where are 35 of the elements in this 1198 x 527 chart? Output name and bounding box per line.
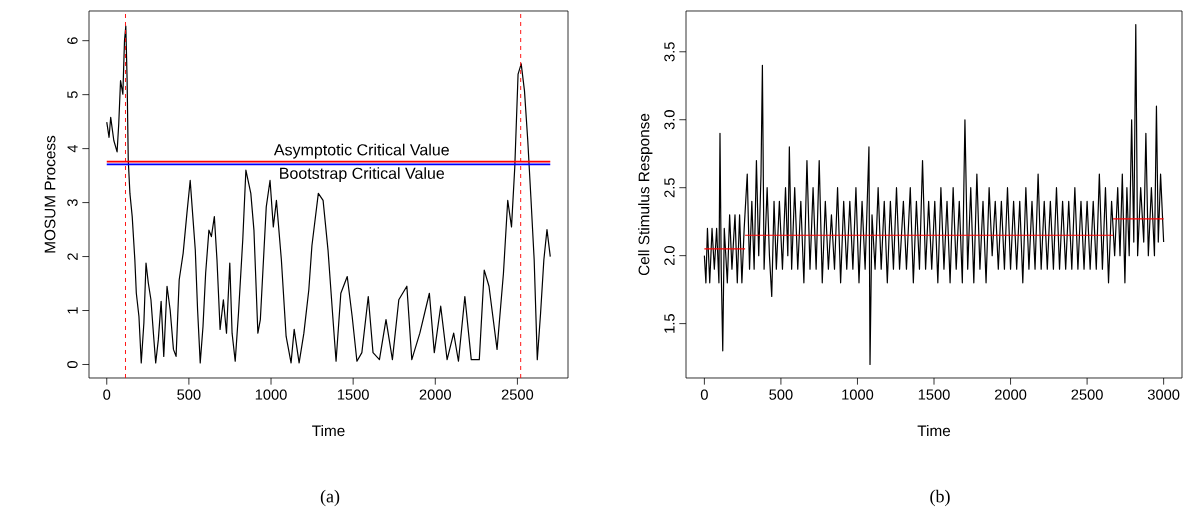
x-tick-label: 2000 [419,389,451,400]
y-tick-label: 4 [67,144,78,153]
y-tick-label: 2.5 [664,178,675,198]
line-series [703,23,1165,365]
ref-line-label: Asymptotic Critical Value [273,143,449,159]
y-tick-label: 3.0 [664,110,675,130]
y-tick-label: 3.5 [664,42,675,62]
x-tick-label: 0 [700,389,708,400]
y-tick-label: 3 [67,199,78,207]
y-axis-title: Cell Stimulus Response [638,113,653,276]
x-tick-label: 1000 [255,389,287,400]
x-tick-label: 1000 [842,389,874,400]
x-tick-label: 2500 [1071,389,1103,400]
text: (b) [930,489,950,507]
y-tick-label: 2 [67,253,78,260]
x-tick-label: 3000 [1147,389,1180,400]
x-axis-title: Time [312,424,345,437]
ref-line-label: Bootstrap Critical Value [280,167,445,183]
x-tick-label: 500 [177,389,201,400]
x-tick-label: 0 [103,389,111,400]
x-tick-label: 500 [769,389,793,400]
y-tick-label: 6 [67,37,78,45]
y-tick-label: 1 [67,307,78,314]
y-tick-label: 1.5 [664,314,675,333]
y-tick-label: 5 [67,91,78,99]
x-tick-label: 2000 [994,389,1027,400]
x-tick-label: 1500 [918,389,950,400]
y-tick-label: 2.0 [664,246,675,266]
y-tick-label: 0 [67,361,78,369]
x-tick-label: 2500 [501,389,534,400]
text: (a) [320,489,340,507]
x-axis-title: Time [917,424,951,437]
x-tick-label: 1500 [337,389,369,400]
line-series [106,25,551,364]
y-axis-title: MOSUM Process [44,135,56,253]
